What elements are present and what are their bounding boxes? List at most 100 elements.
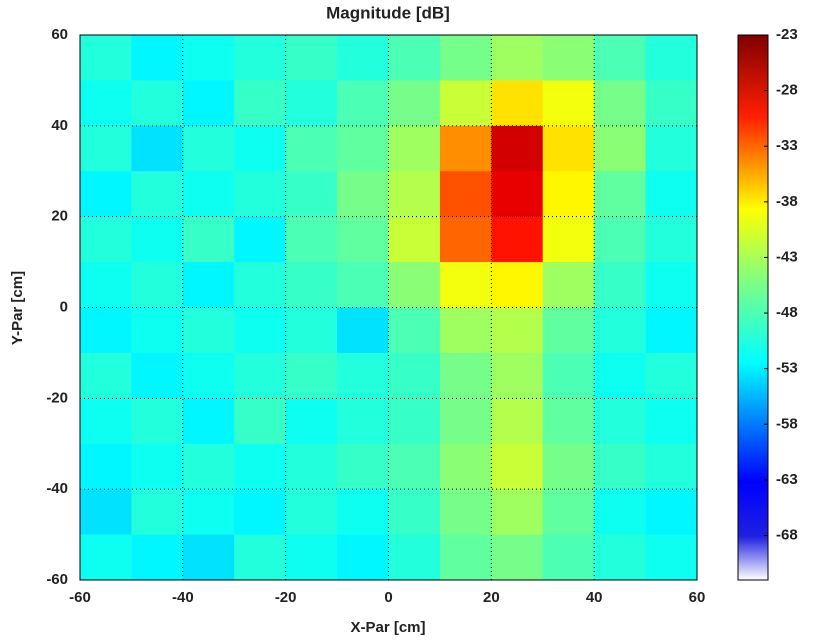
heat-cell xyxy=(285,398,338,445)
heat-cell xyxy=(645,80,698,127)
heat-cell xyxy=(491,171,544,218)
heat-cell xyxy=(285,262,338,308)
heat-cell xyxy=(594,398,647,445)
heat-cell xyxy=(491,216,544,263)
heat-cell xyxy=(285,125,338,172)
heat-cell xyxy=(131,35,184,81)
heat-cell xyxy=(645,352,698,399)
heat-cell xyxy=(542,80,595,127)
heat-cell xyxy=(182,398,235,445)
heat-cell xyxy=(542,443,595,490)
heat-cell xyxy=(234,443,287,490)
heat-cell xyxy=(594,35,647,81)
heat-cell xyxy=(388,352,441,399)
x-tick-label: 20 xyxy=(483,589,500,606)
heat-cell xyxy=(594,80,647,127)
heat-cell xyxy=(182,35,235,81)
heat-cell xyxy=(388,171,441,218)
heat-cell xyxy=(131,80,184,127)
heat-cell xyxy=(594,216,647,263)
heat-cell xyxy=(542,352,595,399)
heat-cell xyxy=(491,262,544,308)
heat-cell xyxy=(645,489,698,536)
heat-cell xyxy=(388,443,441,490)
heat-cell xyxy=(542,262,595,308)
heat-cell xyxy=(285,489,338,536)
y-axis-label: Y-Par [cm] xyxy=(9,271,26,345)
heat-cell xyxy=(234,216,287,263)
colorbar-tick-label: -33 xyxy=(776,137,798,154)
heat-cell xyxy=(234,80,287,127)
heat-cell xyxy=(285,171,338,218)
heat-cell xyxy=(285,35,338,81)
heat-cell xyxy=(234,307,287,354)
heat-cell xyxy=(439,262,492,308)
heat-cell xyxy=(80,443,132,490)
y-tick-label: -60 xyxy=(46,571,68,588)
heat-cell xyxy=(491,489,544,536)
heat-cell xyxy=(131,307,184,354)
y-tick-label: 40 xyxy=(51,117,68,134)
heat-cell xyxy=(491,352,544,399)
heat-cell xyxy=(182,216,235,263)
colorbar-tick-label: -53 xyxy=(776,360,798,377)
heat-cell xyxy=(285,443,338,490)
heat-cell xyxy=(131,262,184,308)
heat-cell xyxy=(234,262,287,308)
heat-cell xyxy=(131,443,184,490)
colorbar-tick-label: -23 xyxy=(776,26,798,43)
heat-cell xyxy=(594,262,647,308)
heat-cell xyxy=(182,489,235,536)
x-tick-label: 40 xyxy=(586,589,603,606)
colorbar-tick-label: -43 xyxy=(776,248,798,265)
heat-cell xyxy=(285,307,338,354)
heat-cell xyxy=(594,534,647,581)
heat-cell xyxy=(388,125,441,172)
heat-cell xyxy=(80,398,132,445)
heat-cell xyxy=(491,534,544,581)
heat-cell xyxy=(542,125,595,172)
heat-cell xyxy=(131,125,184,172)
heat-cell xyxy=(645,398,698,445)
heat-cell xyxy=(182,262,235,308)
heat-cell xyxy=(337,352,389,399)
heat-cell xyxy=(388,80,441,127)
heat-cell xyxy=(80,35,132,81)
heat-cell xyxy=(285,352,338,399)
heat-cell xyxy=(80,307,132,354)
heat-cell xyxy=(542,534,595,581)
heat-cell xyxy=(234,35,287,81)
heat-cell xyxy=(337,35,389,81)
heat-cell xyxy=(439,398,492,445)
y-tick-label: -40 xyxy=(46,480,68,497)
heat-cell xyxy=(439,216,492,263)
heat-cell xyxy=(542,35,595,81)
heat-cell xyxy=(594,443,647,490)
heat-cell xyxy=(491,443,544,490)
heat-cell xyxy=(594,125,647,172)
heat-cell xyxy=(388,216,441,263)
heat-cell xyxy=(234,534,287,581)
heat-cell xyxy=(439,80,492,127)
y-tick-label: 0 xyxy=(60,298,68,315)
y-tick-label: -20 xyxy=(46,389,68,406)
x-axis-label: X-Par [cm] xyxy=(350,619,425,636)
heat-cell xyxy=(439,171,492,218)
heat-cell xyxy=(182,171,235,218)
heat-cell xyxy=(388,262,441,308)
heat-cell xyxy=(131,171,184,218)
y-tick-label: 20 xyxy=(51,208,68,225)
x-tick-label: -60 xyxy=(69,589,91,606)
colorbar xyxy=(737,34,769,581)
heat-cell xyxy=(439,534,492,581)
heat-cell xyxy=(645,171,698,218)
heat-cell xyxy=(645,262,698,308)
heat-cell xyxy=(337,171,389,218)
colorbar-tick-label: -48 xyxy=(776,304,798,321)
x-tick-label: 60 xyxy=(689,589,706,606)
heat-cell xyxy=(337,125,389,172)
heat-cell xyxy=(131,489,184,536)
heat-cell xyxy=(80,352,132,399)
heat-cell xyxy=(131,534,184,581)
